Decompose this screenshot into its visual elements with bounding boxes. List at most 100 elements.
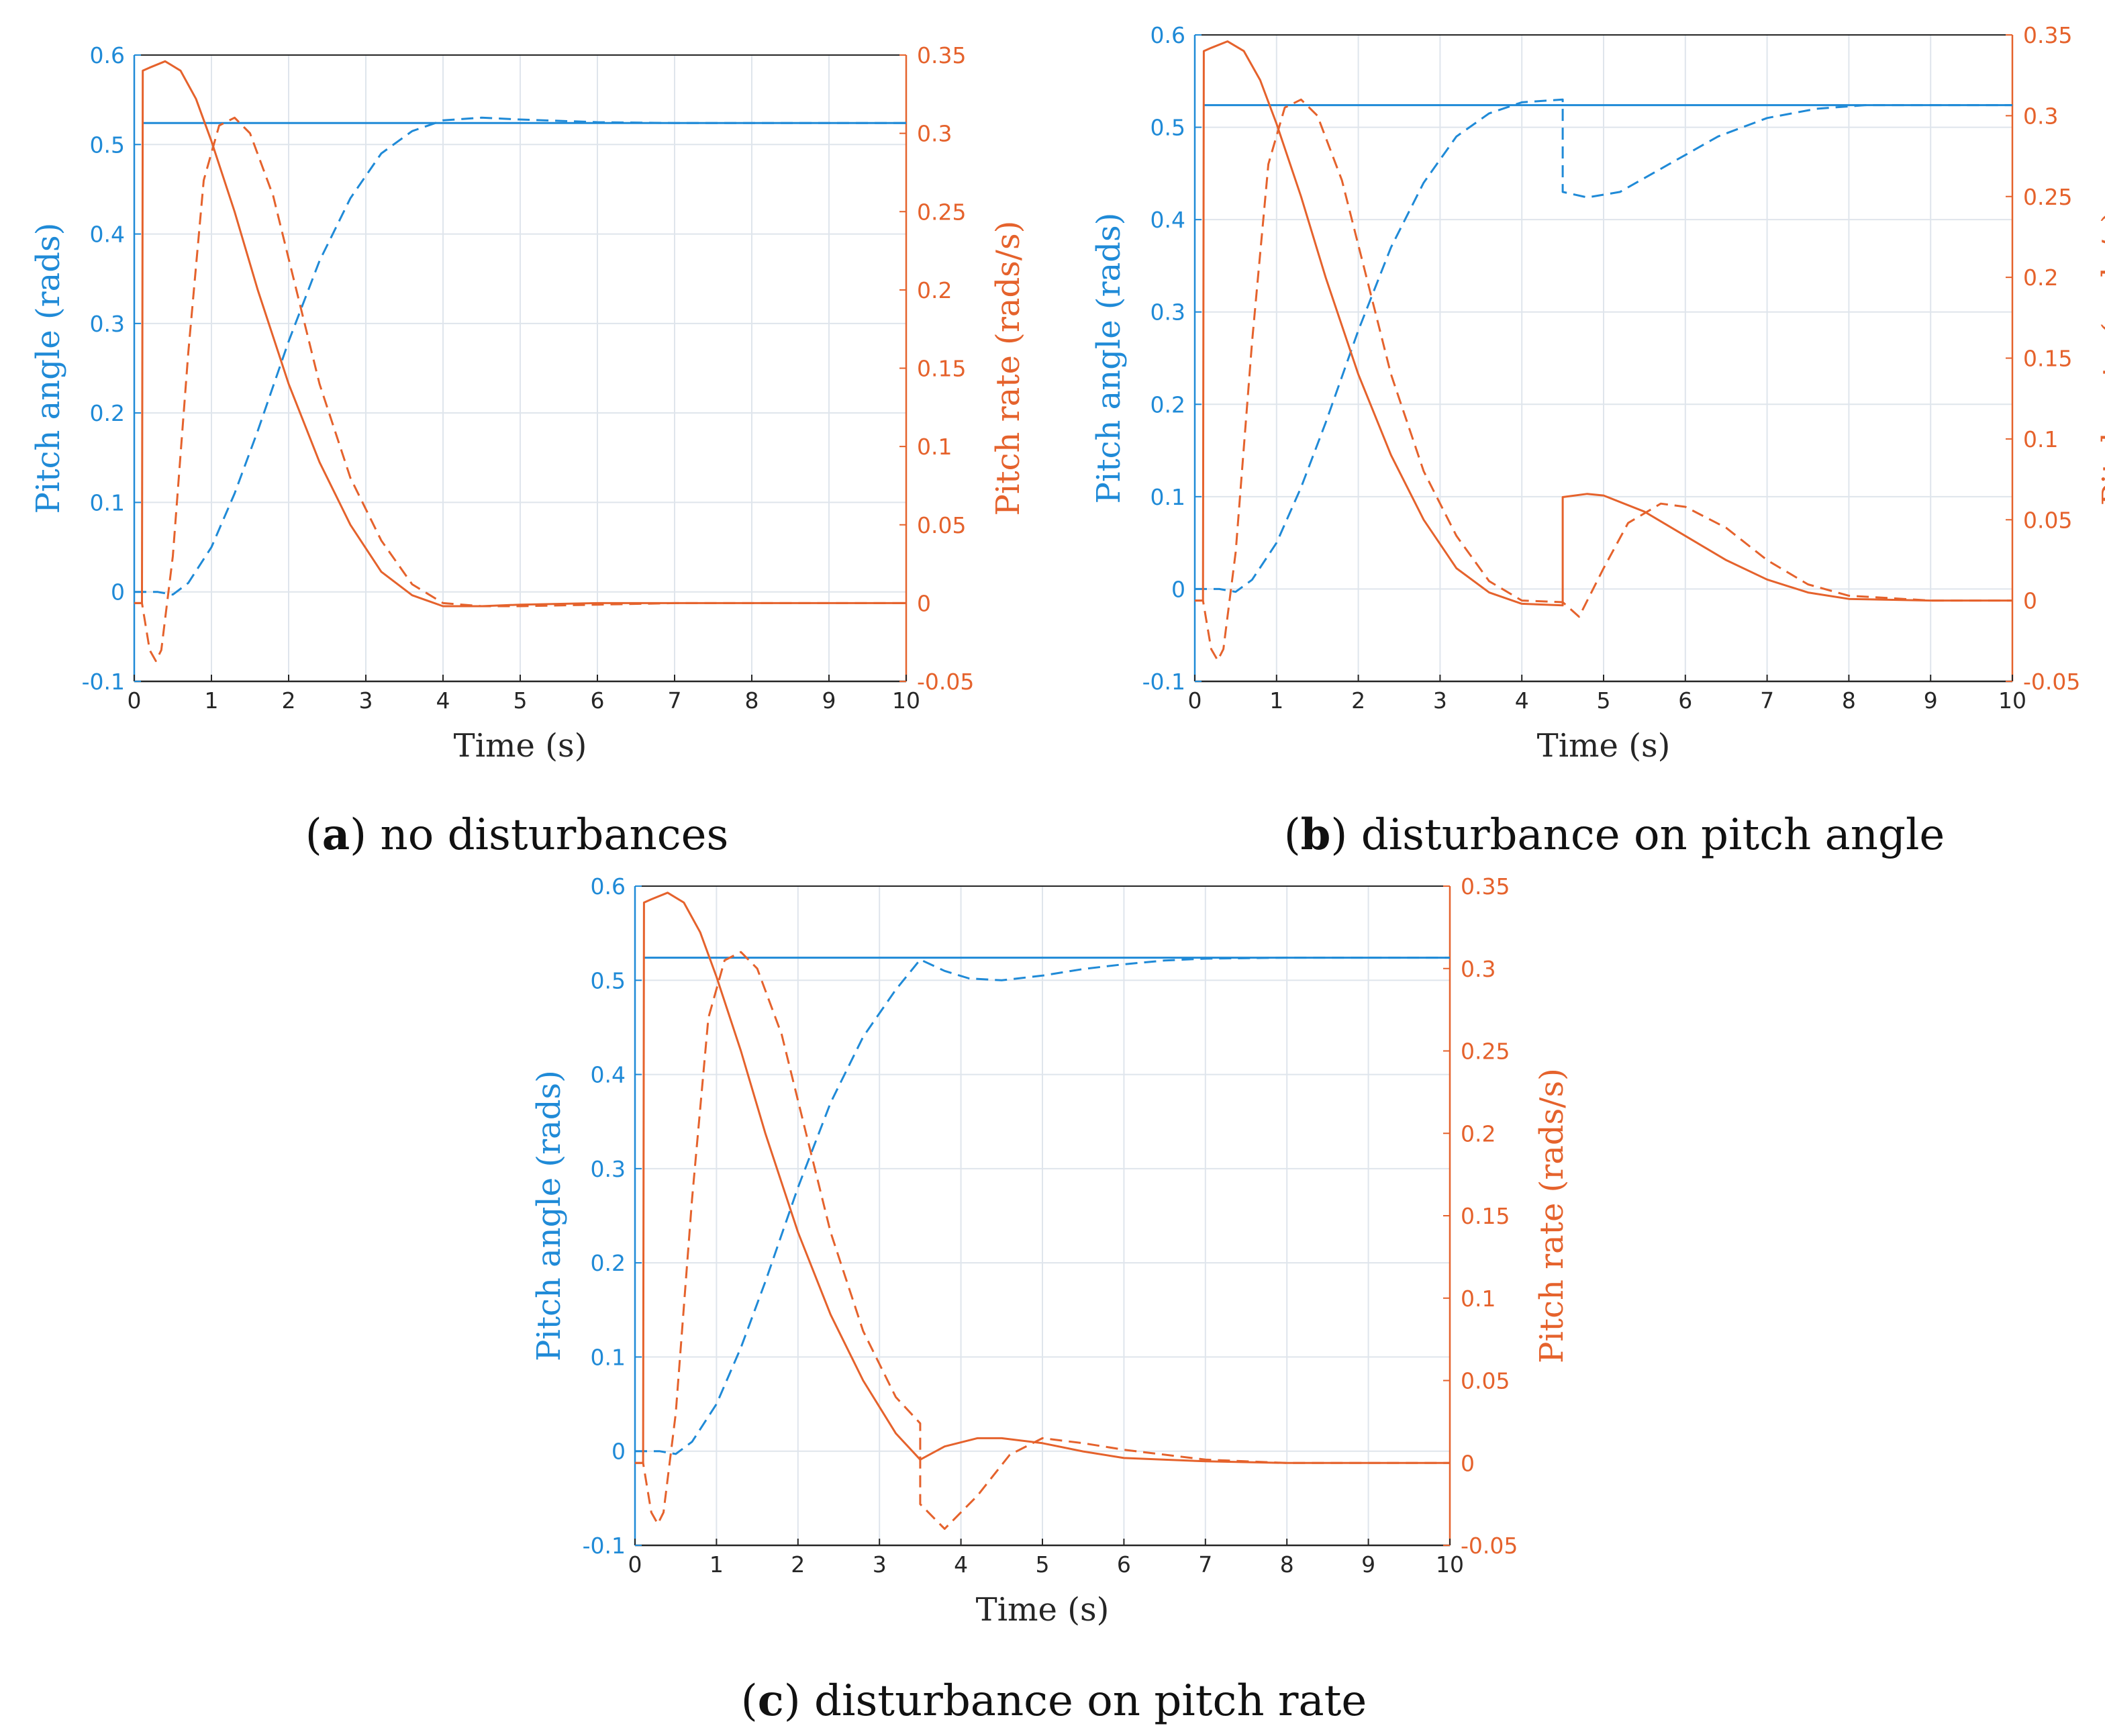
x-axis-label: Time (s) bbox=[1537, 727, 1671, 765]
left-y-tick-label: 0.3 bbox=[90, 311, 125, 337]
right-y-tick-labels: -0.05 0 0.05 0.1 0.15 0.2 0.25 0.3 0.35 bbox=[2006, 22, 2080, 695]
x-tick-label: 4 bbox=[436, 687, 450, 714]
right-y-tick-label: -0.05 bbox=[1461, 1533, 1518, 1559]
right-y-tick-label: -0.05 bbox=[917, 669, 974, 695]
x-tick-label: 6 bbox=[1117, 1551, 1131, 1578]
x-tick-label: 6 bbox=[591, 687, 605, 714]
x-tick-label: 2 bbox=[791, 1551, 805, 1578]
right-y-tick-label: 0.35 bbox=[917, 42, 966, 68]
caption-text: no disturbances bbox=[366, 810, 728, 860]
pitch-rate-reference-line bbox=[134, 60, 906, 608]
right-y-tick-label: 0.3 bbox=[2023, 103, 2058, 129]
caption-close-paren: ) bbox=[350, 810, 366, 860]
left-y-tick-label: 0.4 bbox=[90, 222, 125, 248]
chart-b: 0 1 2 3 4 5 6 7 8 9 10-0.100.10.20.30.40.50.6-0.05… bbox=[1090, 22, 2105, 860]
x-tick-label: 0 bbox=[128, 687, 142, 714]
x-tick-label: 9 bbox=[1924, 687, 1938, 714]
right-y-tick-label: 0.35 bbox=[1461, 873, 1510, 900]
x-tick-label: 2 bbox=[282, 687, 296, 714]
x-tick-label: 6 bbox=[1678, 687, 1692, 714]
right-y-tick-label: 0.25 bbox=[917, 199, 966, 225]
x-tick-label: 5 bbox=[1597, 687, 1611, 714]
pitch-angle-response-line bbox=[635, 957, 1450, 1455]
left-y-tick-label: 0.3 bbox=[1151, 299, 1185, 326]
right-y-tick-label: 0.3 bbox=[917, 121, 952, 147]
caption-letter: a bbox=[322, 810, 350, 860]
right-y-tick-label: 0 bbox=[1461, 1450, 1475, 1476]
caption-letter: c bbox=[758, 1676, 784, 1726]
right-y-tick-label: 0.2 bbox=[1461, 1120, 1496, 1147]
caption-open-paren: ( bbox=[741, 1676, 758, 1726]
left-y-tick-label: 0.1 bbox=[1151, 484, 1185, 510]
x-tick-label: 10 bbox=[1436, 1551, 1464, 1578]
x-tick-label: 8 bbox=[1280, 1551, 1294, 1578]
right-y-tick-label: 0 bbox=[917, 590, 931, 616]
left-y-tick-label: 0.4 bbox=[1151, 207, 1185, 233]
x-tick-label: 5 bbox=[513, 687, 528, 714]
x-grid-lines bbox=[134, 55, 907, 681]
left-y-tick-label: 0.2 bbox=[1151, 391, 1185, 418]
x-tick-labels: 0 1 2 3 4 5 6 7 8 9 10 bbox=[628, 1539, 1464, 1578]
left-y-axis-label: Pitch angle (rads) bbox=[30, 223, 67, 514]
right-y-tick-label: 0.15 bbox=[917, 356, 966, 382]
chart-a: 0 1 2 3 4 5 6 7 8 9 10-0.100.10.20.30.40.50.6-0.05… bbox=[30, 42, 1027, 860]
left-y-tick-labels: -0.1 0 0.1 0.2 0.3 0.4 0.5 0.6 bbox=[82, 42, 141, 695]
right-y-tick-label: 0.1 bbox=[917, 434, 952, 460]
right-y-tick-label: 0.35 bbox=[2023, 22, 2072, 48]
pitch-rate-response-line bbox=[635, 951, 1450, 1530]
right-y-tick-label: 0.15 bbox=[2023, 346, 2072, 372]
panel-caption: (c) disturbance on pitch rate bbox=[741, 1676, 1367, 1726]
pitch-rate-reference-line bbox=[1195, 40, 2012, 607]
left-y-tick-label: 0.5 bbox=[591, 967, 626, 994]
right-y-tick-label: 0.25 bbox=[2023, 184, 2072, 210]
x-tick-label: 1 bbox=[709, 1551, 724, 1578]
left-y-tick-label: 0.6 bbox=[90, 42, 125, 68]
x-axis-label: Time (s) bbox=[976, 1591, 1110, 1629]
x-tick-label: 8 bbox=[1842, 687, 1856, 714]
caption-open-paren: ( bbox=[305, 810, 322, 860]
left-y-tick-label: 0.5 bbox=[90, 132, 125, 158]
right-y-tick-label: 0.3 bbox=[1461, 956, 1496, 982]
chart-c: 0 1 2 3 4 5 6 7 8 9 10-0.100.10.20.30.40.50.6-0.05… bbox=[530, 873, 1571, 1726]
right-y-axis-label: Pitch rate (rads/s) bbox=[2096, 211, 2105, 506]
x-tick-label: 10 bbox=[892, 687, 920, 714]
x-tick-label: 0 bbox=[1188, 687, 1202, 714]
left-y-tick-label: -0.1 bbox=[1142, 669, 1185, 695]
right-y-tick-label: 0 bbox=[2023, 588, 2037, 614]
right-y-tick-label: 0.15 bbox=[1461, 1203, 1510, 1229]
left-y-tick-label: -0.1 bbox=[583, 1533, 626, 1559]
right-y-tick-label: 0.1 bbox=[2023, 426, 2058, 452]
right-y-tick-label: 0.25 bbox=[1461, 1039, 1510, 1065]
series-group bbox=[1195, 40, 2012, 662]
x-tick-label: 4 bbox=[954, 1551, 968, 1578]
x-tick-label: 1 bbox=[205, 687, 219, 714]
x-grid-lines bbox=[634, 886, 1451, 1545]
x-tick-labels: 0 1 2 3 4 5 6 7 8 9 10 bbox=[1188, 675, 2026, 714]
series-group bbox=[635, 891, 1450, 1530]
left-y-tick-label: 0.2 bbox=[591, 1250, 626, 1276]
caption-close-paren: ) bbox=[1330, 810, 1347, 860]
right-y-tick-label: 0.2 bbox=[917, 277, 952, 303]
left-y-tick-labels: -0.1 0 0.1 0.2 0.3 0.4 0.5 0.6 bbox=[1142, 22, 1202, 695]
caption-open-paren: ( bbox=[1284, 810, 1301, 860]
right-y-tick-label: -0.05 bbox=[2023, 669, 2080, 695]
caption-text: disturbance on pitch rate bbox=[801, 1676, 1367, 1726]
left-y-axis-label: Pitch angle (rads) bbox=[530, 1070, 568, 1361]
x-tick-label: 7 bbox=[668, 687, 682, 714]
x-tick-label: 7 bbox=[1760, 687, 1774, 714]
x-tick-label: 3 bbox=[873, 1551, 887, 1578]
left-y-tick-labels: -0.1 0 0.1 0.2 0.3 0.4 0.5 0.6 bbox=[583, 873, 642, 1559]
left-y-tick-label: 0.1 bbox=[90, 489, 125, 516]
pitch-rate-response-line bbox=[1195, 98, 2012, 662]
left-y-tick-label: 0 bbox=[611, 1439, 626, 1465]
pitch-angle-response-line bbox=[1195, 98, 2012, 593]
left-y-tick-label: 0 bbox=[1171, 576, 1185, 602]
left-y-tick-label: 0 bbox=[111, 579, 125, 606]
x-tick-label: 9 bbox=[822, 687, 836, 714]
left-y-tick-label: 0.6 bbox=[1151, 22, 1185, 48]
left-y-tick-label: -0.1 bbox=[82, 669, 125, 695]
caption-letter: b bbox=[1301, 810, 1331, 860]
right-y-tick-labels: -0.05 0 0.05 0.1 0.15 0.2 0.25 0.3 0.35 bbox=[1443, 873, 1518, 1559]
caption-close-paren: ) bbox=[784, 1676, 801, 1726]
